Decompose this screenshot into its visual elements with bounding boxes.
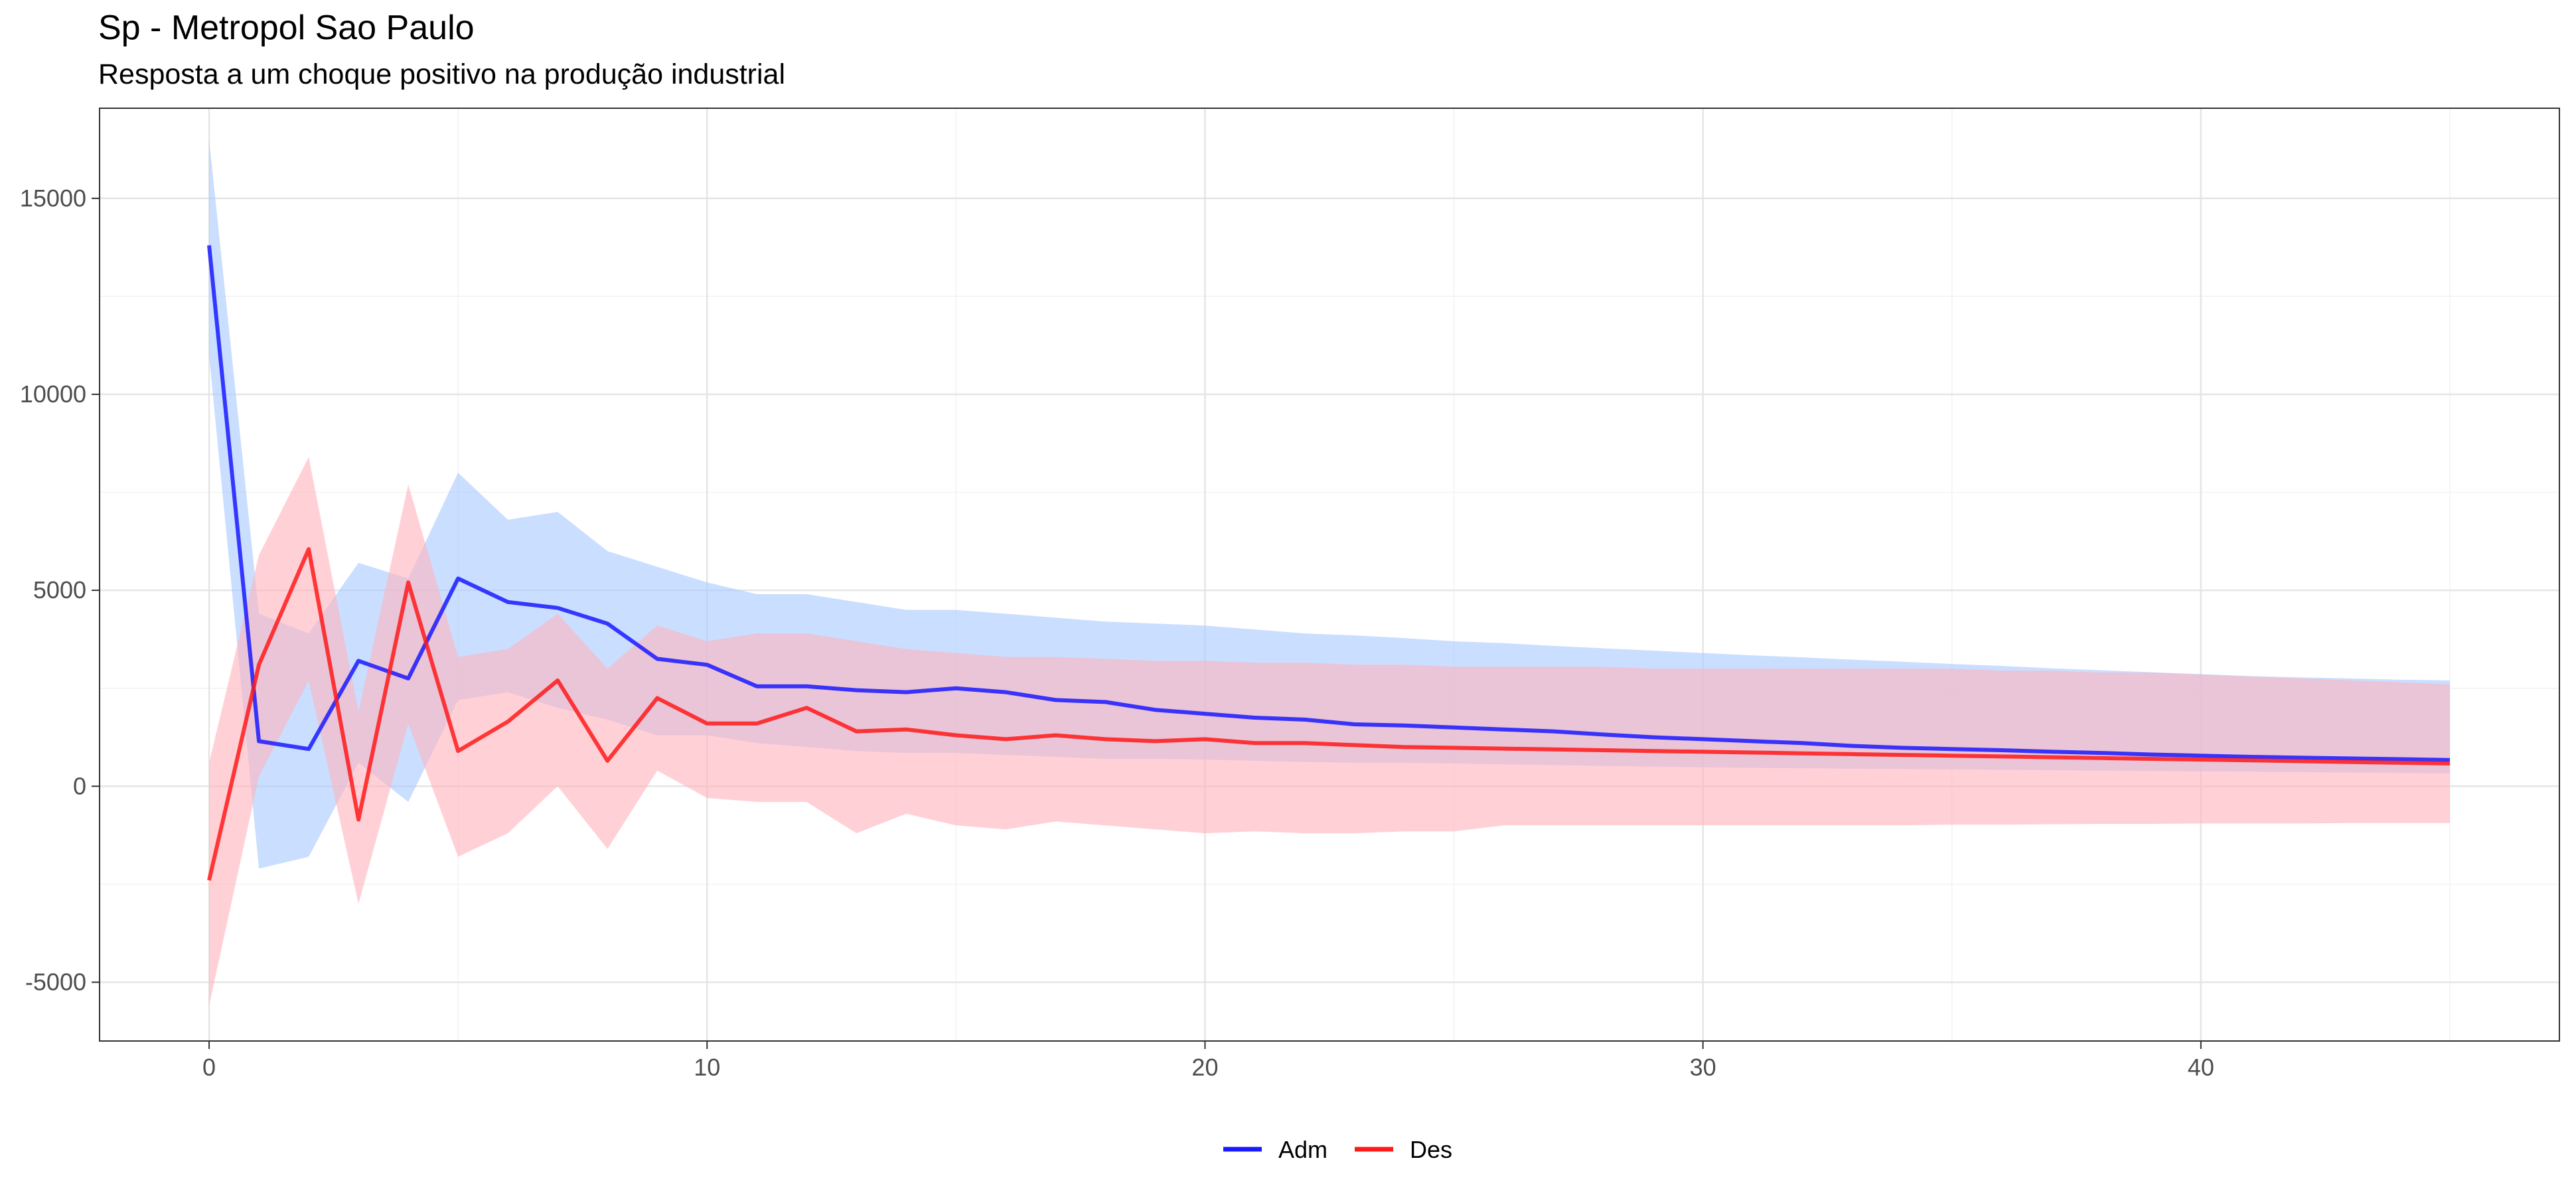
y-tick-label: -5000 [25, 968, 86, 995]
legend-label-des: Des [1410, 1136, 1452, 1163]
legend-label-adm: Adm [1278, 1136, 1327, 1163]
x-tick-label: 20 [1191, 1054, 1218, 1081]
panel-border [99, 108, 2560, 1042]
confidence-bands [209, 139, 2450, 1006]
x-tick-label: 40 [2188, 1054, 2214, 1081]
series-lines [207, 245, 2451, 881]
x-tick-label: 10 [694, 1054, 720, 1081]
y-tick-label: 5000 [33, 576, 86, 603]
x-tick-label: 0 [202, 1054, 216, 1081]
x-tick-label: 30 [1690, 1054, 1716, 1081]
y-tick-label: 15000 [20, 185, 86, 212]
band-des [209, 457, 2450, 1006]
axes: 0 10 20 30 40 -5000 0 5000 10000 15000 [20, 185, 2214, 1081]
legend: Adm Des [1223, 1136, 1452, 1163]
y-tick-label: 10000 [20, 380, 86, 408]
line-des [207, 547, 2451, 881]
y-tick-label: 0 [73, 772, 86, 799]
chart-subtitle: Resposta a um choque positivo na produçã… [98, 58, 786, 90]
chart-title: Sp - Metropol Sao Paulo [98, 9, 475, 47]
line-adm [207, 245, 2451, 762]
